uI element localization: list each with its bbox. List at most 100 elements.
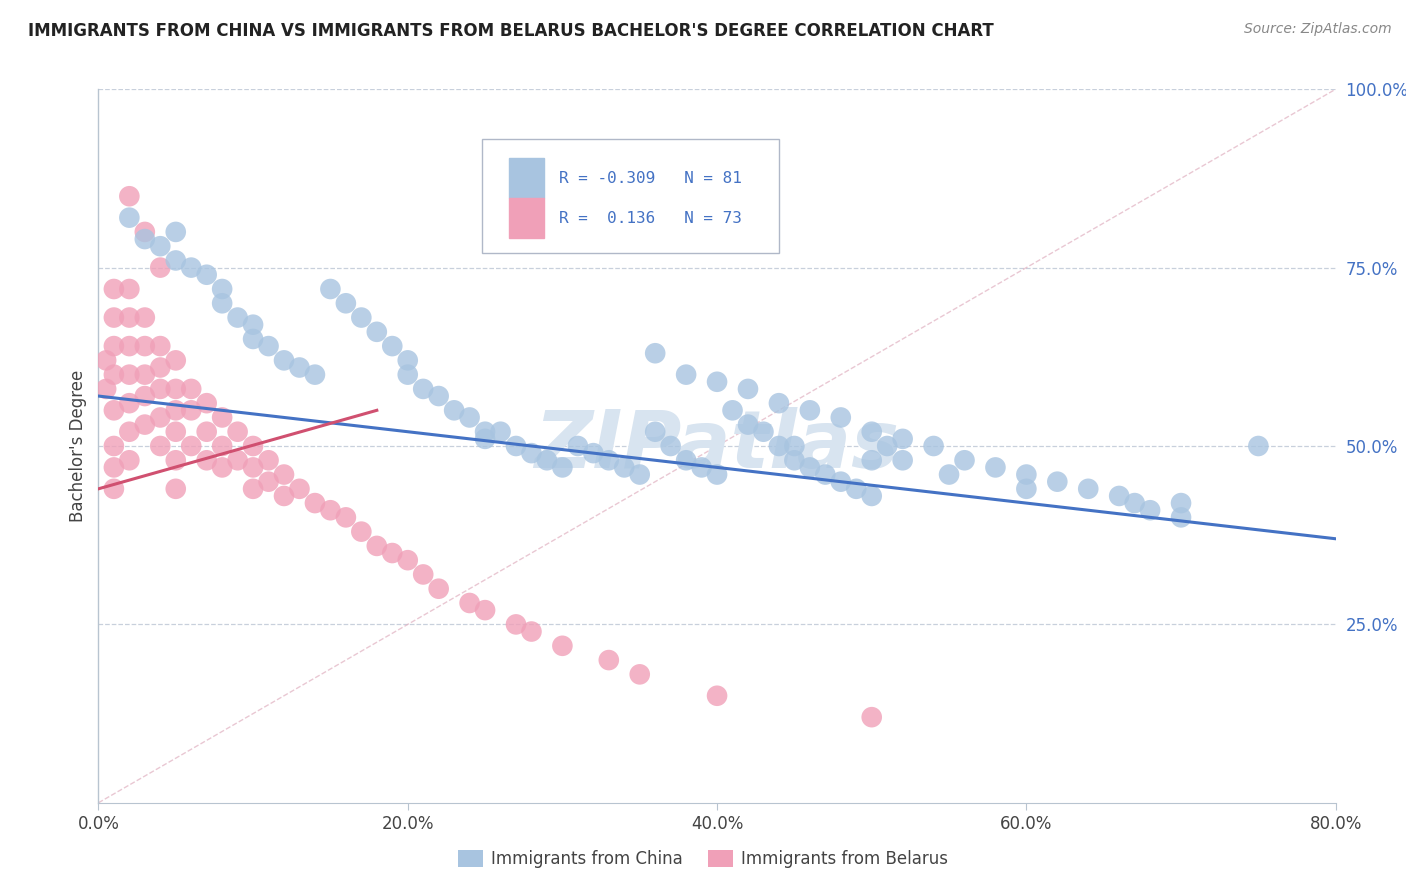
Point — [396, 368, 419, 382]
Point — [257, 453, 280, 467]
Point — [118, 189, 141, 203]
Point — [304, 496, 326, 510]
Point — [103, 460, 125, 475]
Point — [180, 439, 202, 453]
Point — [551, 460, 574, 475]
Point — [1139, 503, 1161, 517]
Point — [335, 510, 357, 524]
Point — [118, 396, 141, 410]
Text: ZIPatlas: ZIPatlas — [534, 407, 900, 485]
Point — [938, 467, 960, 482]
Y-axis label: Bachelor's Degree: Bachelor's Degree — [69, 370, 87, 522]
Point — [1046, 475, 1069, 489]
Point — [273, 467, 295, 482]
Point — [242, 332, 264, 346]
Point — [551, 639, 574, 653]
Point — [659, 439, 682, 453]
Point — [103, 482, 125, 496]
Point — [96, 353, 118, 368]
Point — [211, 296, 233, 310]
Point — [242, 460, 264, 475]
Point — [211, 410, 233, 425]
Point — [149, 360, 172, 375]
Point — [366, 539, 388, 553]
Point — [1015, 482, 1038, 496]
Point — [783, 453, 806, 467]
Point — [211, 439, 233, 453]
Point — [149, 260, 172, 275]
Point — [134, 225, 156, 239]
Point — [366, 325, 388, 339]
Point — [396, 553, 419, 567]
Point — [180, 260, 202, 275]
FancyBboxPatch shape — [482, 139, 779, 253]
Point — [273, 353, 295, 368]
Point — [474, 425, 496, 439]
Point — [644, 346, 666, 360]
Point — [1077, 482, 1099, 496]
Point — [783, 439, 806, 453]
Legend: Immigrants from China, Immigrants from Belarus: Immigrants from China, Immigrants from B… — [451, 843, 955, 875]
Point — [242, 482, 264, 496]
Point — [412, 567, 434, 582]
Point — [134, 339, 156, 353]
Point — [103, 403, 125, 417]
Point — [103, 310, 125, 325]
Point — [273, 489, 295, 503]
Point — [922, 439, 945, 453]
Point — [458, 596, 481, 610]
Point — [195, 453, 218, 467]
Point — [891, 453, 914, 467]
Point — [876, 439, 898, 453]
Point — [180, 382, 202, 396]
Point — [1123, 496, 1146, 510]
Point — [350, 310, 373, 325]
Point — [211, 282, 233, 296]
Point — [211, 460, 233, 475]
Point — [830, 475, 852, 489]
Point — [118, 310, 141, 325]
Point — [752, 425, 775, 439]
Point — [427, 582, 450, 596]
Point — [768, 439, 790, 453]
Bar — [509, 198, 544, 237]
Point — [505, 439, 527, 453]
Point — [396, 353, 419, 368]
Point — [165, 353, 187, 368]
Point — [195, 268, 218, 282]
Point — [319, 503, 342, 517]
Point — [304, 368, 326, 382]
Point — [257, 475, 280, 489]
Point — [706, 467, 728, 482]
Text: Source: ZipAtlas.com: Source: ZipAtlas.com — [1244, 22, 1392, 37]
Point — [242, 439, 264, 453]
Point — [118, 339, 141, 353]
Point — [860, 710, 883, 724]
Point — [134, 232, 156, 246]
Point — [257, 339, 280, 353]
Point — [891, 432, 914, 446]
Point — [628, 467, 651, 482]
Point — [860, 489, 883, 503]
Point — [721, 403, 744, 417]
Point — [458, 410, 481, 425]
Point — [165, 425, 187, 439]
Point — [474, 603, 496, 617]
Point — [737, 417, 759, 432]
Point — [814, 467, 837, 482]
Point — [1170, 510, 1192, 524]
Point — [118, 453, 141, 467]
Point — [103, 339, 125, 353]
Point — [165, 453, 187, 467]
Point — [350, 524, 373, 539]
Point — [628, 667, 651, 681]
Point — [953, 453, 976, 467]
Point — [103, 282, 125, 296]
Point — [242, 318, 264, 332]
Point — [489, 425, 512, 439]
Point — [288, 360, 311, 375]
Point — [675, 453, 697, 467]
Point — [520, 446, 543, 460]
Point — [860, 453, 883, 467]
Point — [103, 439, 125, 453]
